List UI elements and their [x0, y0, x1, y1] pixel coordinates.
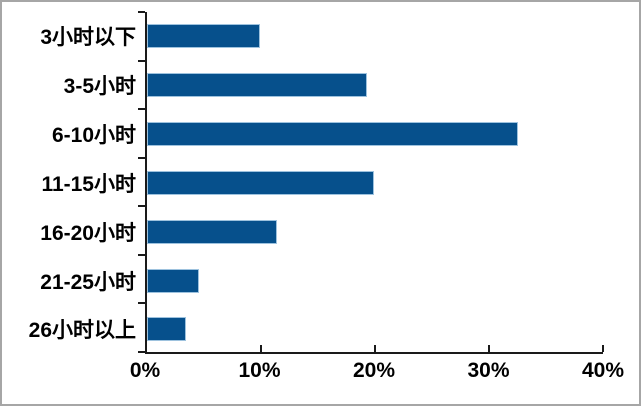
bar: [147, 122, 518, 147]
chart-row: 26小时以上: [2, 305, 603, 354]
bar: [147, 24, 260, 49]
category-label: 16-20小时: [40, 221, 136, 245]
category-label: 3-5小时: [63, 75, 136, 99]
bar-track: [147, 305, 603, 354]
bar-track: [147, 207, 603, 256]
category-label: 21-25小时: [40, 270, 136, 294]
bar-track: [147, 12, 603, 61]
x-tick-label: 10%: [238, 359, 281, 382]
bar: [147, 317, 186, 342]
x-tick-label: 40%: [581, 359, 625, 382]
bar: [147, 219, 277, 244]
bar-track: [147, 110, 603, 159]
x-tick-label: 20%: [352, 359, 396, 382]
bar-track: [147, 159, 603, 208]
category-label: 26小时以上: [28, 319, 136, 343]
bar: [147, 73, 368, 98]
chart-row: 3-5小时: [2, 61, 603, 110]
chart-rows: 3小时以下 3-5小时 6-10小时 11-15小时 16-20小时: [2, 12, 603, 354]
chart-row: 6-10小时: [2, 110, 603, 159]
bar-track: [147, 256, 603, 305]
x-tick-label: 0%: [129, 359, 161, 382]
bar: [147, 268, 200, 293]
chart-row: 3小时以下: [2, 12, 603, 61]
category-label: 6-10小时: [51, 124, 136, 148]
x-tick-label: 30%: [467, 359, 510, 382]
bar-track: [147, 61, 603, 110]
chart-row: 21-25小时: [2, 256, 603, 305]
bar: [147, 170, 374, 195]
chart-row: 11-15小时: [2, 159, 603, 208]
chart-row: 16-20小时: [2, 207, 603, 256]
category-label: 3小时以下: [40, 26, 136, 50]
category-label: 11-15小时: [41, 172, 136, 196]
x-axis-labels: 0% 10% 20% 30% 40%: [130, 359, 624, 389]
